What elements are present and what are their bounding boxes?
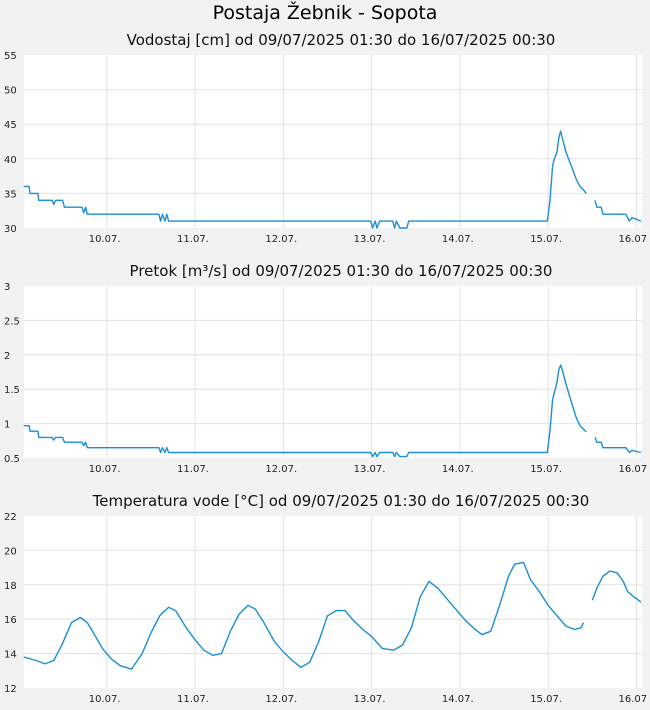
plot-area-2	[24, 516, 642, 688]
y-tick-label: 45	[4, 120, 17, 131]
x-tick-label: 14.07.	[442, 694, 474, 705]
x-tick-label: 14.07.	[442, 234, 474, 245]
chart-title-0: Vodostaj [cm] od 09/07/2025 01:30 do 16/…	[127, 31, 556, 49]
x-tick-label: 16.07	[618, 464, 647, 475]
x-tick-label: 15.07.	[530, 234, 562, 245]
y-tick-label: 1.5	[4, 385, 20, 396]
x-tick-label: 10.07.	[89, 464, 121, 475]
x-tick-label: 10.07.	[89, 234, 121, 245]
series-line-2-0	[23, 561, 585, 670]
x-tick-label: 12.07.	[265, 464, 297, 475]
y-tick-label: 35	[4, 189, 17, 200]
y-tick-label: 50	[4, 86, 17, 97]
x-tick-label: 13.07.	[354, 464, 386, 475]
y-tick-label: 0.5	[4, 454, 20, 465]
y-tick-label: 20	[4, 546, 17, 557]
plot-area-0	[24, 55, 642, 228]
page-title: Postaja Žebnik - Sopota	[212, 2, 438, 24]
series-line-1-0	[23, 364, 587, 458]
y-tick-label: 55	[4, 51, 17, 62]
y-tick-label: 2	[4, 351, 10, 362]
x-tick-label: 11.07.	[177, 694, 209, 705]
x-tick-label: 15.07.	[530, 694, 562, 705]
y-tick-label: 16	[4, 615, 17, 626]
y-tick-label: 30	[4, 224, 17, 235]
series-line-0-0	[23, 130, 587, 229]
x-tick-label: 15.07.	[530, 464, 562, 475]
y-tick-label: 1	[4, 420, 10, 431]
series-line-1-1	[594, 437, 642, 454]
y-tick-label: 22	[4, 512, 17, 523]
x-tick-label: 10.07.	[89, 694, 121, 705]
x-tick-label: 13.07.	[354, 694, 386, 705]
chart-title-2: Temperatura vode [°C] od 09/07/2025 01:3…	[92, 492, 590, 510]
series-line-2-1	[591, 570, 642, 603]
x-tick-label: 16.07	[618, 234, 647, 245]
y-tick-label: 2.5	[4, 316, 20, 327]
x-tick-label: 12.07.	[265, 694, 297, 705]
x-tick-label: 12.07.	[265, 234, 297, 245]
y-tick-label: 14	[4, 650, 17, 661]
x-tick-label: 11.07.	[177, 234, 209, 245]
x-tick-label: 14.07.	[442, 464, 474, 475]
x-tick-label: 16.07	[618, 694, 647, 705]
y-tick-label: 3	[4, 282, 10, 293]
y-tick-label: 12	[4, 684, 17, 695]
x-tick-label: 13.07.	[354, 234, 386, 245]
y-tick-label: 18	[4, 581, 17, 592]
x-tick-label: 11.07.	[177, 464, 209, 475]
series-line-0-1	[594, 200, 642, 222]
plot-area-1	[24, 286, 642, 458]
chart-title-1: Pretok [m³/s] od 09/07/2025 01:30 do 16/…	[130, 262, 553, 280]
y-tick-label: 40	[4, 155, 17, 166]
